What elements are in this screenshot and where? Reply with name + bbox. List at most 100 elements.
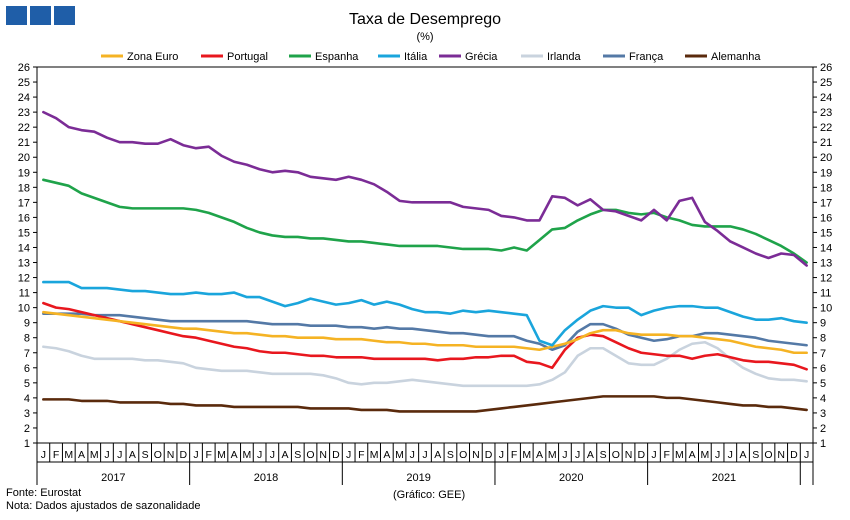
y-tick-label-left: 6 — [24, 363, 30, 375]
y-tick-label-left: 22 — [18, 122, 30, 134]
x-month-label: J — [804, 449, 809, 461]
x-month-label: O — [612, 449, 620, 461]
y-tick-label-left: 21 — [18, 137, 30, 149]
y-tick-label-left: 9 — [24, 318, 30, 330]
y-tick-label-left: 13 — [18, 258, 30, 270]
x-month-label: J — [257, 449, 262, 461]
y-tick-label-left: 10 — [18, 303, 30, 315]
x-month-label: A — [587, 449, 594, 461]
series-group — [42, 110, 808, 413]
y-tick-label-right: 23 — [820, 107, 832, 119]
y-tick-label-right: 12 — [820, 273, 832, 285]
y-tick-label-right: 14 — [820, 242, 832, 254]
x-month-label: J — [270, 449, 275, 461]
x-month-label: J — [410, 449, 415, 461]
x-month-label: N — [625, 449, 633, 461]
x-year-label: 2019 — [406, 472, 430, 484]
chart-title: Taxa de Desemprego — [349, 11, 501, 28]
y-tick-label-left: 2 — [24, 423, 30, 435]
legend-label: Zona Euro — [127, 51, 178, 63]
x-month-label: M — [522, 449, 531, 461]
x-month-label: J — [346, 449, 351, 461]
x-month-label: M — [675, 449, 684, 461]
y-tick-label-right: 21 — [820, 137, 832, 149]
y-tick-label-right: 10 — [820, 303, 832, 315]
x-month-label: O — [764, 449, 772, 461]
y-tick-label-left: 16 — [18, 212, 30, 224]
legend-label: Grécia — [465, 51, 498, 63]
x-month-label: M — [700, 449, 709, 461]
y-tick-label-left: 3 — [24, 408, 30, 420]
y-tick-label-left: 17 — [18, 197, 30, 209]
adjustment-note: Nota: Dados ajustados de sazonalidade — [6, 500, 201, 512]
y-tick-label-right: 6 — [820, 363, 826, 375]
x-month-label: F — [511, 449, 517, 461]
y-tick-label-right: 18 — [820, 182, 832, 194]
chart-subtitle: (%) — [416, 31, 433, 43]
y-tick-label-right: 3 — [820, 408, 826, 420]
series-line-irlanda — [42, 340, 808, 388]
x-month-label: A — [129, 449, 136, 461]
y-tick-label-right: 22 — [820, 122, 832, 134]
x-month-label: J — [104, 449, 109, 461]
x-month-label: A — [78, 449, 85, 461]
y-tick-label-left: 4 — [24, 393, 30, 405]
x-month-label: A — [383, 449, 390, 461]
x-month-label: M — [395, 449, 404, 461]
x-month-label: A — [231, 449, 238, 461]
x-month-label: N — [777, 449, 785, 461]
x-month-label: M — [90, 449, 99, 461]
x-month-label: S — [752, 449, 759, 461]
y-tick-label-right: 25 — [820, 77, 832, 89]
x-month-label: A — [282, 449, 289, 461]
legend-label: Irlanda — [547, 51, 582, 63]
x-month-label: M — [217, 449, 226, 461]
y-tick-label-right: 24 — [820, 92, 832, 104]
x-month-label: A — [740, 449, 747, 461]
y-tick-label-left: 5 — [24, 378, 30, 390]
y-tick-label-left: 7 — [24, 348, 30, 360]
x-month-label: N — [319, 449, 327, 461]
x-month-label: J — [422, 449, 427, 461]
y-tick-label-right: 4 — [820, 393, 826, 405]
x-month-label: F — [53, 449, 59, 461]
y-tick-label-right: 15 — [820, 227, 832, 239]
legend-label: Espanha — [315, 51, 359, 63]
y-tick-label-left: 1 — [24, 438, 30, 450]
source-note: Fonte: Eurostat — [6, 487, 82, 499]
x-month-label: D — [332, 449, 340, 461]
y-tick-label-left: 20 — [18, 152, 30, 164]
y-tick-label-left: 14 — [18, 242, 30, 254]
legend-label: Alemanha — [711, 51, 761, 63]
y-tick-label-left: 24 — [18, 92, 30, 104]
x-month-label: F — [358, 449, 364, 461]
y-tick-label-right: 1 — [820, 438, 826, 450]
x-month-label: M — [243, 449, 252, 461]
legend: Zona Euro Portugal Espanha Itália Grécia Irla… — [101, 51, 761, 63]
x-month-label: M — [370, 449, 379, 461]
x-month-label: J — [41, 449, 46, 461]
x-month-label: J — [193, 449, 198, 461]
y-tick-label-right: 5 — [820, 378, 826, 390]
y-tick-label-left: 26 — [18, 62, 30, 74]
x-month-label: J — [562, 449, 567, 461]
x-month-label: D — [790, 449, 798, 461]
x-month-label: A — [434, 449, 441, 461]
x-month-label: J — [575, 449, 580, 461]
x-year-label: 2017 — [101, 472, 125, 484]
x-month-label: N — [167, 449, 175, 461]
x-month-label: S — [600, 449, 607, 461]
series-line-zonaeuro — [42, 310, 808, 355]
logo-square — [6, 6, 27, 25]
y-tick-label-left: 12 — [18, 273, 30, 285]
y-tick-label-right: 8 — [820, 333, 826, 345]
y-tick-label-left: 25 — [18, 77, 30, 89]
series-line-espanha — [42, 178, 808, 264]
x-month-label: M — [548, 449, 557, 461]
x-month-label: S — [294, 449, 301, 461]
y-tick-label-right: 13 — [820, 258, 832, 270]
x-month-label: N — [472, 449, 480, 461]
series-line-grcia — [42, 110, 808, 267]
x-month-label: O — [154, 449, 162, 461]
